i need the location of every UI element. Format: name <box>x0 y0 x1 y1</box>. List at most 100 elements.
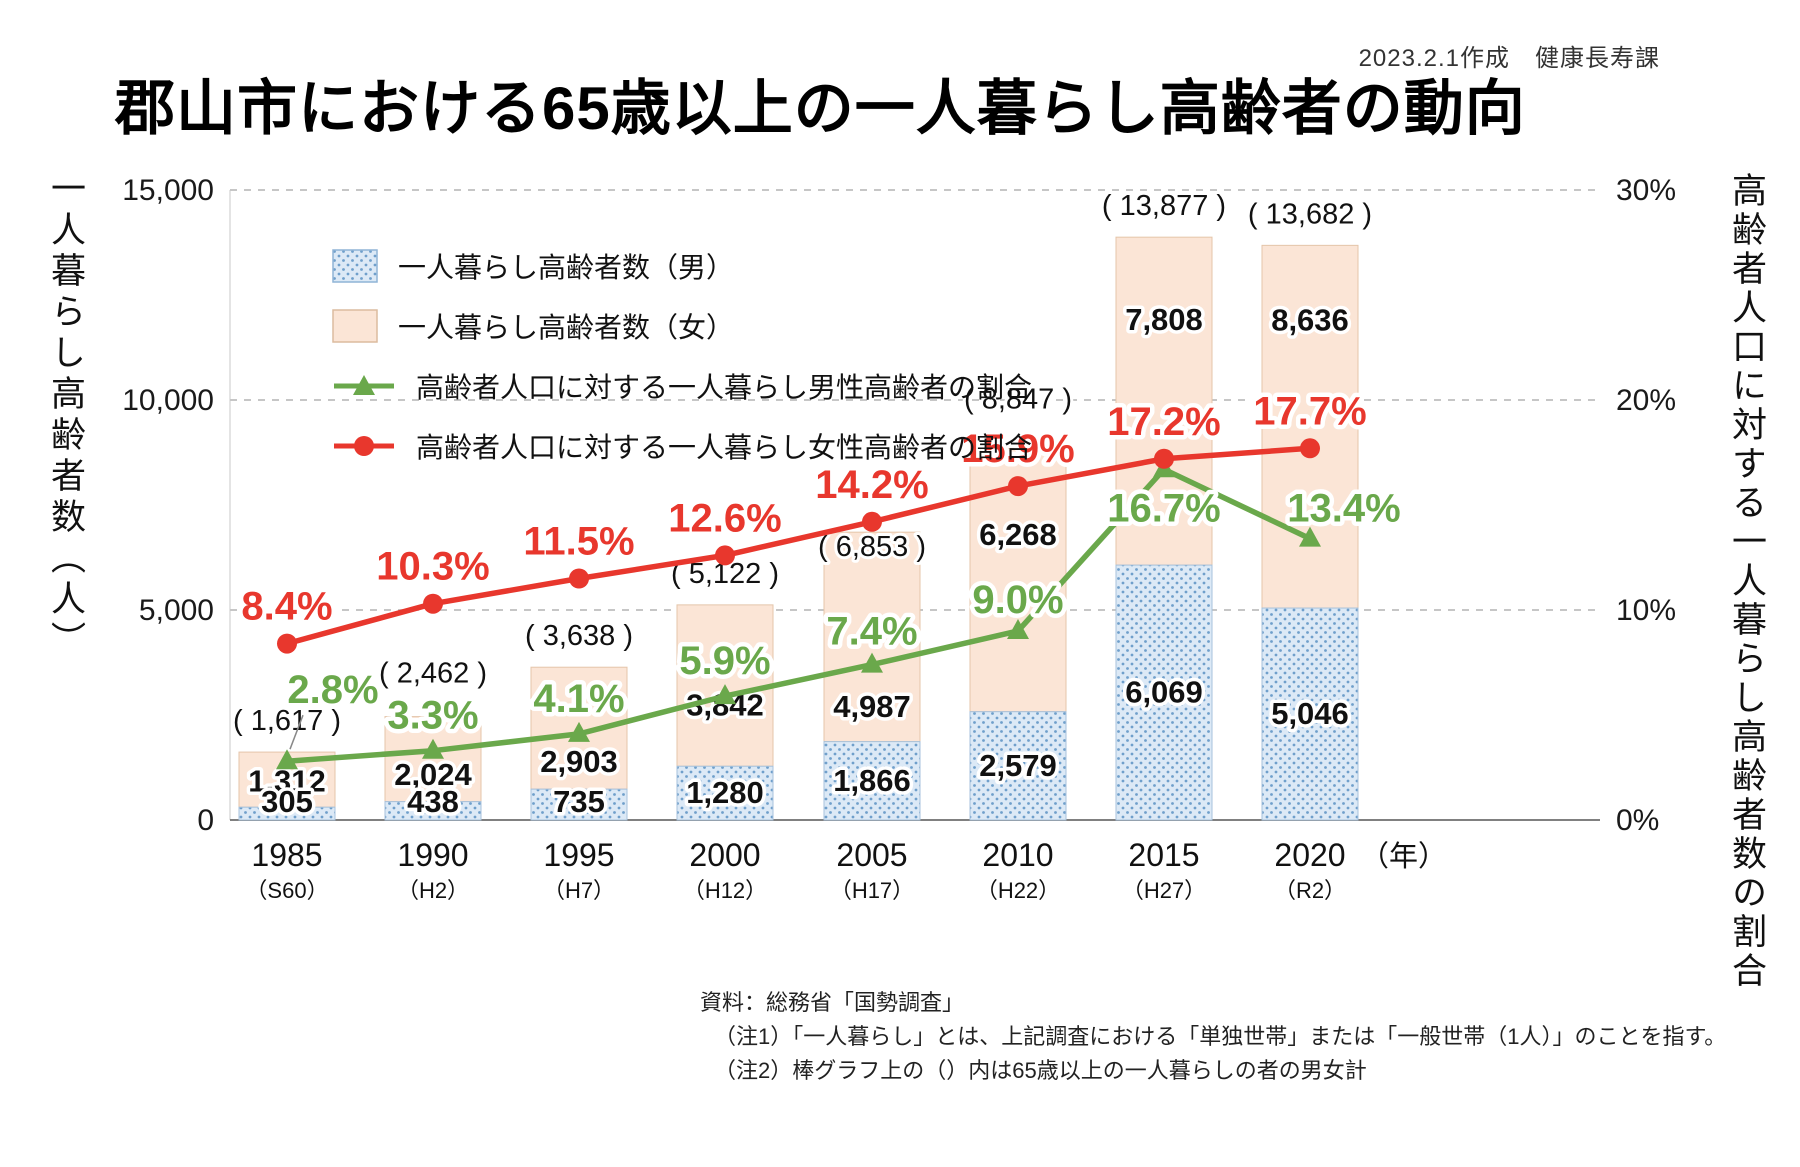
x-axis-year-label: 2010 <box>982 837 1053 873</box>
male-ratio-value-label: 13.4% <box>1287 487 1400 531</box>
bar-male-label-1985: 305 <box>261 784 313 819</box>
source-note: 資料：総務省「国勢調査」 <box>700 990 965 1015</box>
bar-male-label-2000: 1,280 <box>686 775 764 810</box>
bar-female-label-2010: 6,268 <box>979 517 1057 552</box>
bar-female-label-1990: 2,024 <box>394 757 472 792</box>
bar-male-label-1995: 735 <box>553 784 605 819</box>
male-ratio-marker-icon <box>861 652 883 673</box>
female-bar-swatch-icon <box>332 309 378 343</box>
right-axis-tick-label: 30% <box>1616 174 1676 207</box>
female-ratio-marker-icon <box>1300 438 1320 459</box>
x-axis-era-label: （R2） <box>1274 878 1346 903</box>
chart-legend: 一人暮らし高齢者数（男） 一人暮らし高齢者数（女） 高齢者人口に対する一人暮らし… <box>332 246 1032 466</box>
bar-total-label-2010: ( 8,847 ) <box>964 383 1072 415</box>
bar-total-label-1995: ( 3,638 ) <box>525 620 633 652</box>
bar-male-label-1990: 438 <box>407 784 459 819</box>
female-ratio-value-label: 17.2% <box>1107 400 1220 444</box>
male-ratio-marker-icon <box>276 749 298 770</box>
male-ratio-marker-icon <box>1007 619 1029 639</box>
male-ratio-value-label: 2.8% <box>287 668 378 712</box>
male-ratio-value-label: 9.0% <box>972 578 1063 622</box>
x-axis-era-label: （H22） <box>976 878 1060 903</box>
x-axis-era-label: （H2） <box>397 878 469 903</box>
female-ratio-value-label: 8.4% <box>241 585 332 629</box>
female-ratio-value-label: 10.3% <box>376 545 489 589</box>
bar-male-2015 <box>1115 564 1213 821</box>
bar-total-label-1990: ( 2,462 ) <box>379 658 487 690</box>
male-ratio-marker-icon <box>1299 526 1321 547</box>
male-bar-swatch-icon <box>332 249 378 283</box>
bar-male-label-2015: 6,069 <box>1125 675 1203 710</box>
right-axis-tick-label: 20% <box>1616 384 1676 417</box>
left-axis-tick-label: 15,000 <box>122 174 214 207</box>
right-axis-tick-label: 10% <box>1616 594 1676 627</box>
bar-male-2010 <box>969 711 1067 821</box>
x-axis-year-label: 2000 <box>689 837 760 873</box>
female-ratio-marker-icon <box>569 568 589 589</box>
x-axis-era-label: （H12） <box>683 878 767 903</box>
x-axis-era-label: （H17） <box>830 878 914 903</box>
legend-label-female-count: 一人暮らし高齢者数（女） <box>398 312 735 343</box>
male-ratio-value-label: 16.7% <box>1107 486 1220 530</box>
x-axis-year-label: 2020 <box>1274 837 1345 873</box>
x-axis-year-label: 1990 <box>397 837 468 873</box>
bar-male-label-2005: 1,866 <box>833 763 911 798</box>
female-ratio-marker-icon <box>277 633 297 654</box>
legend-item-female-ratio: 高齢者人口に対する一人暮らし女性高齢者の割合 <box>332 426 1032 466</box>
x-axis-era-label: （H27） <box>1122 878 1206 903</box>
page-title: 郡山市における65歳以上の一人暮らし高齢者の動向 <box>115 75 1526 142</box>
male-ratio-value-label: 4.1% <box>533 677 624 721</box>
bar-total-label-1985: ( 1,617 ) <box>233 705 341 737</box>
bar-male-label-2020: 5,046 <box>1271 696 1349 731</box>
legend-item-male-count: 一人暮らし高齢者数（男） <box>332 246 1032 286</box>
bar-male-label-2010: 2,579 <box>979 748 1057 783</box>
female-ratio-value-label: 11.5% <box>523 520 634 564</box>
right-axis-title: 高齢者人口に対する一人暮らし高齢者数の割合 <box>1727 172 1766 991</box>
female-ratio-value-label: 15.9% <box>961 427 1074 471</box>
male-ratio-value-label: 5.9% <box>679 639 770 683</box>
male-ratio-value-label: 7.4% <box>826 610 917 654</box>
legend-label-male-ratio: 高齢者人口に対する一人暮らし男性高齢者の割合 <box>416 372 1033 403</box>
female-ratio-marker-icon <box>1154 448 1174 469</box>
bar-female-2005 <box>823 531 921 743</box>
x-axis-era-label: （H7） <box>543 878 615 903</box>
bar-female-label-1995: 2,903 <box>540 744 618 779</box>
bar-female-label-2015: 7,808 <box>1125 302 1203 337</box>
male-ratio-line-swatch-icon <box>334 375 394 395</box>
left-axis-tick-label: 10,000 <box>122 384 214 417</box>
x-axis-era-label: （S60） <box>245 878 328 903</box>
male-ratio-marker-icon <box>714 684 736 705</box>
bar-female-2020 <box>1261 244 1359 609</box>
female-ratio-marker-icon <box>862 511 882 532</box>
x-axis-year-label: 1995 <box>543 837 614 873</box>
note-2: （注2）棒グラフ上の（）内は65歳以上の一人暮らしの者の男女計 <box>714 1058 1367 1083</box>
bar-male-2005 <box>823 741 921 821</box>
x-axis-unit-label: （年） <box>1360 840 1447 873</box>
female-ratio-value-label: 14.2% <box>815 463 928 507</box>
legend-item-male-ratio: 高齢者人口に対する一人暮らし男性高齢者の割合 <box>332 366 1032 406</box>
bar-female-label-1985: 1,312 <box>248 764 326 799</box>
bar-total-label-2005: ( 6,853 ) <box>818 531 926 563</box>
bar-female-2015 <box>1115 236 1213 566</box>
right-axis-tick-label: 0% <box>1616 804 1659 837</box>
bar-female-label-2005: 4,987 <box>833 689 911 724</box>
left-axis-tick-label: 5,000 <box>139 594 214 627</box>
female-ratio-line <box>286 445 1311 647</box>
female-ratio-value-label: 17.7% <box>1253 389 1366 433</box>
x-axis-year-label: 2015 <box>1128 837 1199 873</box>
left-axis-title: 一人暮らし高齢者数（人） <box>46 170 85 662</box>
bar-male-2000 <box>676 765 774 821</box>
female-ratio-line-swatch-icon <box>334 436 394 456</box>
female-ratio-marker-icon <box>423 593 443 614</box>
x-axis-year-label: 1985 <box>251 837 322 873</box>
footnotes: 資料：総務省「国勢調査」 （注1）「一人暮らし」とは、上記調査における「単独世帯… <box>700 986 1726 1088</box>
x-axis-year-label: 2005 <box>836 837 907 873</box>
bar-male-1985 <box>238 806 336 821</box>
left-axis-tick-label: 0 <box>197 804 214 837</box>
male-ratio-line <box>286 466 1312 764</box>
male-ratio-marker-icon <box>422 738 444 759</box>
bar-female-1990 <box>384 716 482 803</box>
male-ratio-marker-icon <box>568 721 590 742</box>
female-ratio-marker-icon <box>715 545 735 566</box>
